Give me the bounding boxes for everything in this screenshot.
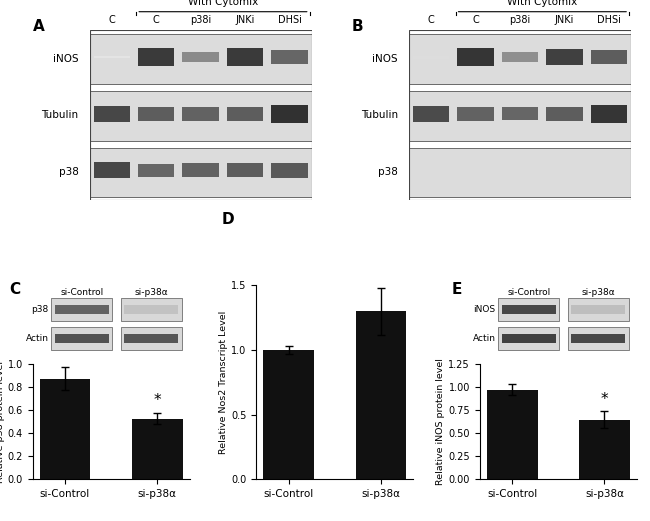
Text: A: A (32, 19, 44, 34)
Text: *: * (601, 392, 608, 407)
Bar (263, 350, 314, 479)
Y-axis label: Relative p38 protein level: Relative p38 protein level (0, 361, 5, 482)
Text: C: C (9, 282, 20, 297)
Y-axis label: Relative Nos2 Transcript Level: Relative Nos2 Transcript Level (219, 311, 228, 454)
Text: D: D (222, 212, 234, 227)
Bar (579, 420, 630, 479)
Bar (40, 379, 90, 479)
Bar (487, 390, 538, 479)
Bar (132, 419, 183, 479)
Text: E: E (451, 282, 462, 297)
Text: B: B (352, 19, 363, 34)
Y-axis label: Relative iNOS protein level: Relative iNOS protein level (436, 358, 445, 485)
Bar (356, 311, 406, 479)
Text: *: * (153, 393, 161, 408)
